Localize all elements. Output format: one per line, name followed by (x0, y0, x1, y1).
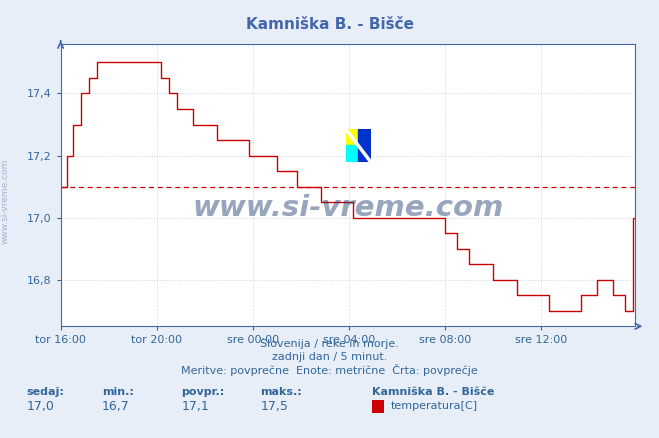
Text: Meritve: povprečne  Enote: metrične  Črta: povprečje: Meritve: povprečne Enote: metrične Črta:… (181, 364, 478, 376)
Text: Slovenija / reke in morje.: Slovenija / reke in morje. (260, 339, 399, 349)
Text: maks.:: maks.: (260, 387, 302, 397)
Text: 17,5: 17,5 (260, 400, 288, 413)
Text: www.si-vreme.com: www.si-vreme.com (1, 159, 10, 244)
Text: 17,0: 17,0 (26, 400, 54, 413)
Text: Kamniška B. - Bišče: Kamniška B. - Bišče (372, 387, 495, 397)
Bar (346, 145, 358, 162)
Text: sedaj:: sedaj: (26, 387, 64, 397)
Text: min.:: min.: (102, 387, 134, 397)
Text: zadnji dan / 5 minut.: zadnji dan / 5 minut. (272, 352, 387, 362)
Text: 16,7: 16,7 (102, 400, 130, 413)
Text: povpr.:: povpr.: (181, 387, 225, 397)
Text: www.si-vreme.com: www.si-vreme.com (192, 194, 503, 222)
Text: 17,1: 17,1 (181, 400, 209, 413)
Bar (358, 129, 371, 162)
Bar (346, 129, 358, 145)
Text: temperatura[C]: temperatura[C] (391, 402, 478, 411)
Text: Kamniška B. - Bišče: Kamniška B. - Bišče (246, 17, 413, 32)
